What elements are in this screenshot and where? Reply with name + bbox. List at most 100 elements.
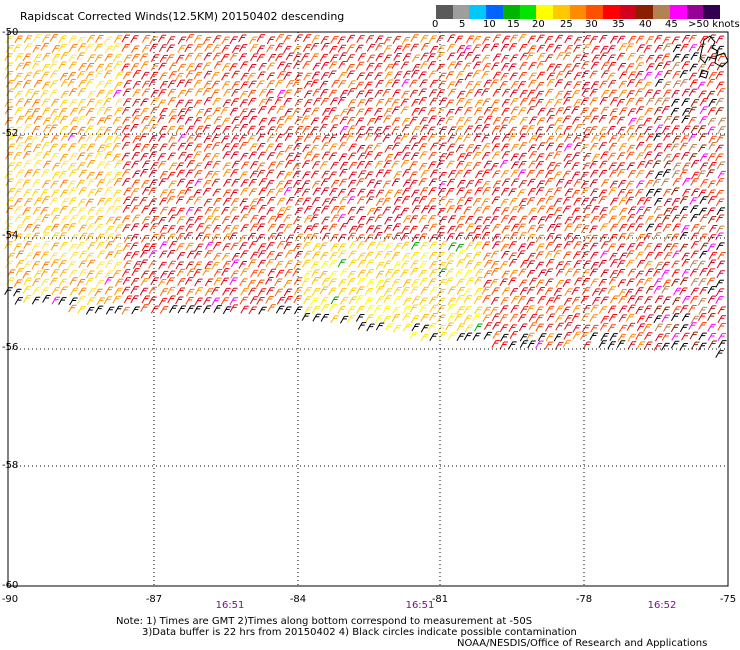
wind-barb — [139, 287, 149, 296]
wind-barb — [536, 34, 545, 43]
wind-barb — [24, 252, 34, 261]
wind-barb — [608, 215, 617, 224]
wind-barb — [337, 234, 347, 243]
wind-barb — [409, 179, 418, 188]
wind-barb — [139, 169, 149, 177]
wind-barb — [411, 296, 421, 305]
wind-barb — [59, 189, 69, 198]
wind-barb — [202, 153, 212, 161]
wind-barb — [330, 243, 339, 252]
wind-barb — [373, 305, 383, 313]
wind-barb — [707, 180, 716, 189]
wind-barb — [294, 116, 303, 125]
wind-barb — [383, 54, 392, 63]
wind-barb — [239, 116, 249, 124]
wind-barb — [149, 143, 159, 152]
wind-barb — [202, 187, 211, 196]
wind-barb — [294, 88, 303, 96]
wind-barb — [301, 278, 310, 287]
wind-barb — [175, 54, 185, 63]
wind-barb — [68, 35, 77, 44]
wind-barb — [276, 89, 286, 98]
wind-barb — [248, 80, 257, 89]
wind-barb — [573, 124, 583, 132]
wind-barb — [400, 61, 410, 70]
wind-barb — [203, 224, 212, 233]
wind-barb — [429, 79, 438, 88]
wind-barb — [292, 268, 301, 277]
wind-barb — [527, 178, 536, 187]
wind-barb — [355, 108, 365, 117]
wind-barb — [69, 215, 78, 224]
wind-barb — [653, 35, 663, 43]
wind-barb — [365, 196, 375, 205]
wind-barb — [393, 296, 402, 304]
wind-barb — [258, 178, 267, 187]
wind-barb — [76, 152, 86, 161]
wind-barb — [67, 79, 76, 87]
wind-barb — [401, 225, 410, 234]
wind-barb — [635, 106, 645, 115]
wind-barb — [526, 169, 535, 178]
wind-barb — [211, 287, 220, 295]
wind-barb — [276, 224, 285, 232]
wind-barb — [490, 79, 499, 88]
wind-barb — [563, 153, 572, 162]
wind-barb — [393, 214, 403, 223]
wind-barb — [339, 161, 349, 170]
wind-barb — [491, 196, 500, 205]
wind-barb — [22, 295, 32, 303]
wind-barb — [121, 286, 131, 295]
wind-barb — [643, 151, 653, 160]
wind-barb — [86, 270, 95, 279]
wind-barb — [589, 161, 598, 169]
wind-barb — [194, 215, 203, 224]
wind-barb — [365, 62, 375, 71]
wind-barb — [86, 160, 96, 168]
wind-barb — [590, 188, 599, 197]
wind-barb — [310, 144, 319, 153]
wind-barb — [690, 315, 700, 324]
wind-barb — [294, 72, 304, 81]
wind-barb — [409, 135, 418, 144]
wind-barb — [536, 197, 546, 206]
wind-barb — [32, 144, 42, 153]
wind-barb — [266, 44, 275, 53]
wind-barb — [140, 144, 150, 152]
wind-barb — [591, 297, 601, 305]
wind-barb — [113, 178, 123, 186]
wind-barb — [303, 134, 313, 142]
wind-barb — [4, 260, 14, 269]
wind-barb — [202, 124, 211, 133]
wind-barb — [663, 243, 672, 252]
wind-barb — [616, 260, 626, 268]
wind-barb — [528, 151, 538, 160]
wind-barb — [545, 297, 555, 306]
wind-barb — [249, 161, 259, 169]
wind-barb — [490, 261, 500, 269]
wind-barb — [337, 259, 347, 267]
wind-barb — [445, 277, 454, 286]
wind-barb — [257, 71, 266, 80]
wind-barb — [212, 160, 221, 169]
wind-barb — [159, 197, 168, 206]
wind-barb — [428, 35, 438, 44]
wind-barb — [554, 34, 564, 43]
wind-barb — [40, 278, 50, 287]
wind-barb — [85, 79, 95, 87]
wind-barb — [391, 126, 400, 135]
wind-barb — [193, 196, 203, 205]
wind-barb — [518, 180, 527, 189]
wind-barb — [636, 260, 646, 268]
wind-barb — [329, 124, 339, 133]
wind-barb — [51, 171, 61, 180]
wind-barb — [401, 90, 410, 99]
wind-barb — [410, 252, 419, 260]
wind-barb — [617, 62, 626, 71]
wind-barb — [141, 125, 150, 133]
wind-barb — [653, 107, 663, 115]
wind-barb — [240, 214, 249, 223]
wind-barb — [104, 63, 114, 71]
wind-barb — [627, 333, 636, 342]
